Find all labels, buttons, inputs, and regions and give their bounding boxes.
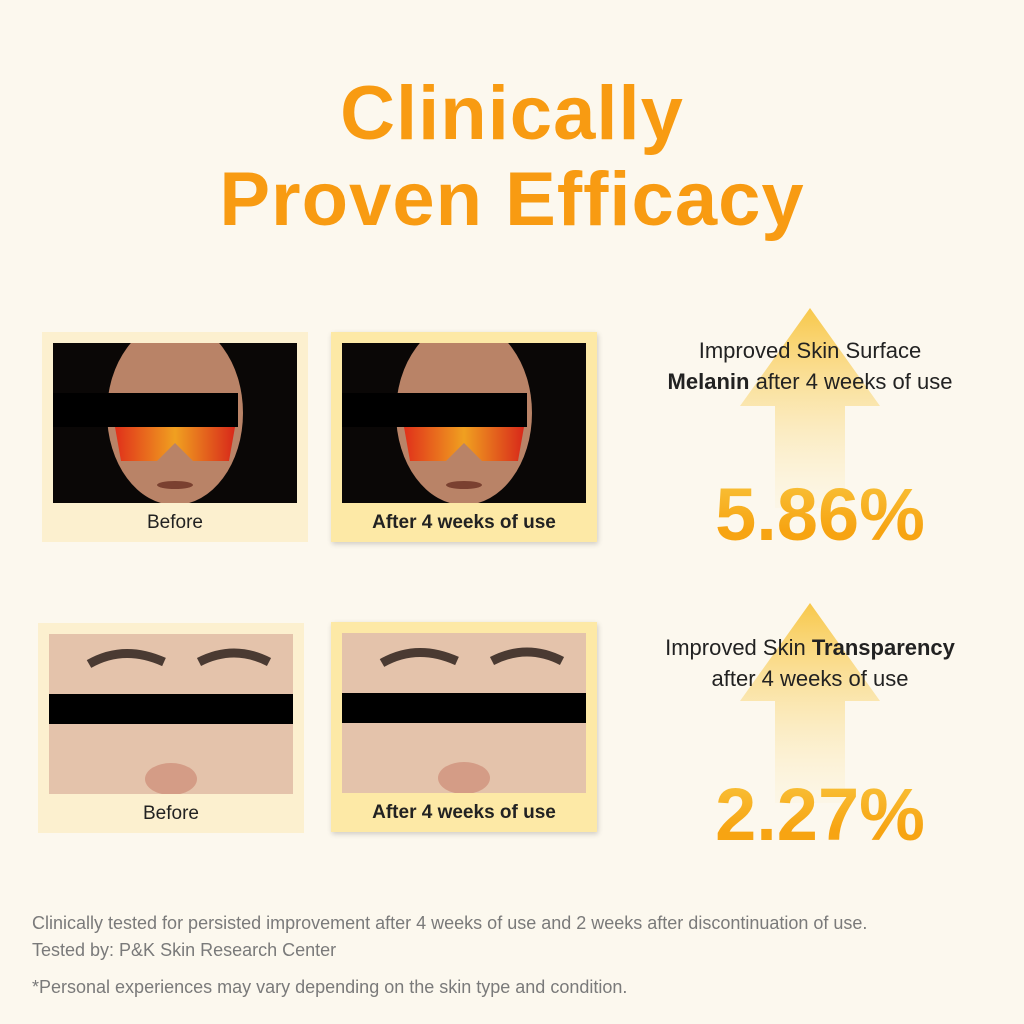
title-line: Clinically: [340, 71, 684, 156]
stat-line: after 4 weeks of use: [711, 666, 909, 691]
up-arrow: [740, 603, 880, 803]
photo: [342, 343, 586, 503]
mouth: [446, 481, 482, 489]
photo: [53, 343, 297, 503]
eye-bar: [342, 393, 527, 427]
stat-line: Melanin after 4 weeks of use: [610, 366, 1010, 397]
stat-text-part: after 4 weeks of use: [755, 369, 953, 394]
footer-line: Clinically tested for persisted improvem…: [32, 913, 868, 933]
brow: [379, 648, 459, 667]
eye-bar: [49, 694, 293, 724]
photo-card: After 4 weeks of use: [331, 622, 597, 832]
brow: [196, 648, 272, 667]
caption: After 4 weeks of use: [372, 512, 556, 533]
heatmap: [404, 427, 524, 461]
nose: [145, 763, 197, 794]
stat-line: Improved Skin Transparency: [610, 632, 1010, 663]
stat-bold: Transparency: [811, 635, 955, 660]
stat-text-part: Improved Skin: [665, 635, 806, 660]
footer-line: Tested by: P&K Skin Research Center: [32, 940, 337, 960]
caption: After 4 weeks of use: [372, 802, 556, 823]
stat-bold: Melanin: [667, 369, 750, 394]
stat-text: Improved Skin Surface Melanin after 4 we…: [610, 335, 1010, 397]
nose: [438, 762, 490, 793]
photo: [49, 634, 293, 794]
heatmap: [115, 427, 235, 461]
photo-card: Before: [38, 623, 304, 833]
photo-card: Before: [42, 332, 308, 542]
eye-bar: [53, 393, 238, 427]
caption: Before: [143, 803, 199, 824]
brow: [86, 649, 166, 668]
title-line: Proven Efficacy: [219, 157, 805, 242]
photo-card: After 4 weeks of use: [331, 332, 597, 542]
stat-line: Improved Skin Surface: [698, 338, 922, 363]
mouth: [157, 481, 193, 489]
caption: Before: [147, 512, 203, 533]
percent: 5.86%: [620, 478, 1020, 552]
stat-text: Improved Skin Transparency after 4 weeks…: [610, 632, 1010, 694]
footer-line: *Personal experiences may vary depending…: [32, 977, 628, 997]
up-arrow: [740, 308, 880, 508]
percent: 2.27%: [620, 778, 1020, 852]
eye-bar: [342, 693, 586, 723]
brow: [489, 647, 565, 666]
photo: [342, 633, 586, 793]
